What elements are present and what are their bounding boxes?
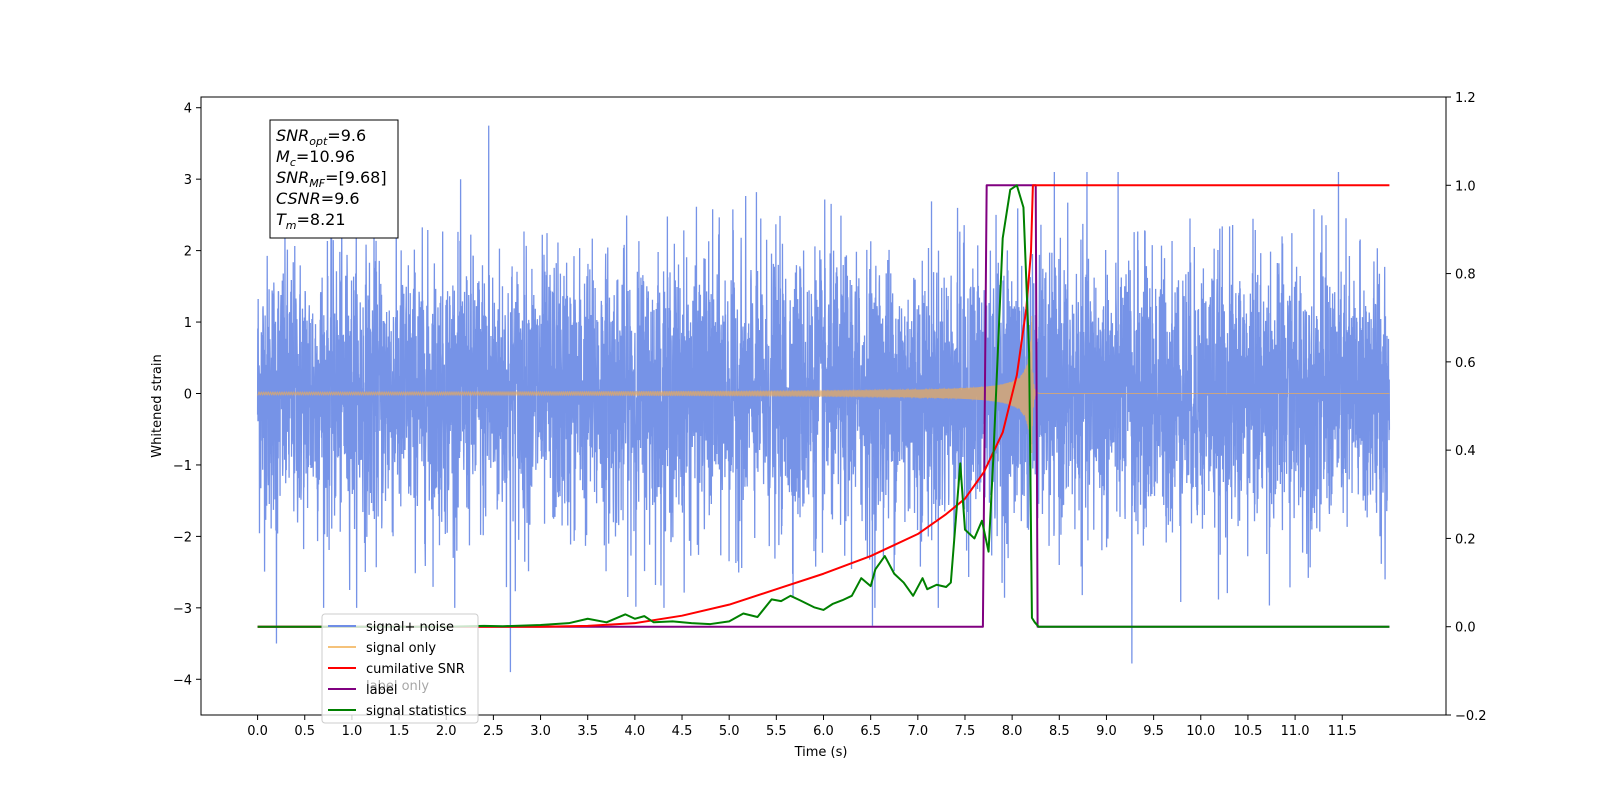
x-tick-label: 9.5 (1143, 724, 1164, 739)
y-right-tick-label: 0.4 (1455, 444, 1476, 459)
info-value: =[9.68] (325, 168, 387, 187)
info-value: =9.6 (321, 189, 360, 208)
y-axis-label: Whitened strain (150, 354, 165, 457)
info-box-frame (269, 119, 399, 239)
x-tick-label: 10.5 (1233, 724, 1262, 739)
y-left-tick-label: 3 (184, 173, 192, 188)
x-axis: 0.0 0.5 1.0 1.5 2.0 2.5 3.0 3.5 4.0 4.5 5.0 5.5 6.0 6… (247, 715, 1357, 739)
x-tick-label: 2.0 (436, 724, 457, 739)
y-right-tick-label: 1.0 (1455, 179, 1476, 194)
x-tick-label: 7.0 (907, 724, 928, 739)
series-layer (256, 125, 1391, 673)
y-axis-right: 1.2 1.0 0.8 0.6 0.4 0.2 0.0 −0.2 (1446, 91, 1487, 724)
legend-label: cumilative SNR (366, 662, 465, 677)
x-tick-label: 4.5 (672, 724, 693, 739)
info-value: =8.21 (297, 210, 346, 229)
legend-hidden-label: label only (366, 679, 429, 694)
legend-label: signal statistics (366, 704, 467, 719)
x-tick-label: 7.5 (955, 724, 976, 739)
x-tick-label: 0.5 (294, 724, 315, 739)
series-signal-statistics (257, 184, 1390, 628)
y-left-tick-label: 4 (184, 102, 192, 117)
x-tick-label: 6.0 (813, 724, 834, 739)
y-right-tick-label: 0.2 (1455, 532, 1476, 547)
plot-area (256, 125, 1391, 673)
series-signal-noise (256, 125, 1391, 673)
series-cumulative-snr (257, 184, 1390, 628)
info-line: SNRMF=[9.68] (276, 168, 387, 190)
info-symbol: SNR (276, 168, 309, 187)
info-subscript: m (286, 219, 297, 232)
info-line: CSNR=9.6 (276, 189, 360, 208)
info-symbol: M (276, 147, 290, 166)
y-right-tick-label: −0.2 (1455, 709, 1487, 724)
info-symbol: CSNR (276, 189, 321, 208)
x-tick-label: 2.5 (483, 724, 504, 739)
legend: label only signal+ noise signal only cumila… (321, 613, 479, 724)
legend-label: label (366, 683, 397, 698)
info-symbol: SNR (276, 126, 309, 145)
x-tick-label: 5.0 (719, 724, 740, 739)
y-left-tick-label: −2 (173, 530, 192, 545)
x-tick-label: 0.0 (247, 724, 268, 739)
info-symbol: T (276, 210, 287, 229)
x-tick-label: 11.5 (1328, 724, 1357, 739)
info-box: SNRopt=9.6Mc=10.96SNRMF=[9.68]CSNR=9.6Tm… (269, 119, 399, 239)
x-tick-label: 3.0 (530, 724, 551, 739)
info-value: =10.96 (296, 147, 355, 166)
legend-frame (321, 613, 479, 724)
info-line: Mc=10.96 (276, 147, 355, 169)
x-tick-label: 4.0 (625, 724, 646, 739)
legend-label: signal+ noise (366, 620, 454, 635)
series-signal-only (257, 316, 1390, 453)
info-line: Tm=8.21 (276, 210, 346, 232)
y-right-tick-label: 0.0 (1455, 621, 1476, 636)
legend-label: signal only (366, 641, 436, 656)
y-axis-left: 4 3 2 1 0 −1 −2 −3 −4 (173, 102, 201, 688)
x-tick-label: 8.0 (1002, 724, 1023, 739)
y-left-tick-label: 2 (184, 245, 192, 260)
info-subscript: MF (309, 177, 325, 190)
x-tick-label: 6.5 (860, 724, 881, 739)
info-value: =9.6 (327, 126, 366, 145)
x-tick-label: 8.5 (1049, 724, 1070, 739)
info-subscript: opt (309, 135, 328, 148)
x-tick-label: 1.5 (389, 724, 410, 739)
y-right-tick-label: 0.8 (1455, 268, 1476, 283)
y-right-tick-label: 0.6 (1455, 356, 1476, 371)
x-tick-label: 9.0 (1096, 724, 1117, 739)
y-right-tick-label: 1.2 (1455, 91, 1476, 106)
info-line: SNRopt=9.6 (276, 126, 366, 148)
x-tick-label: 5.5 (766, 724, 787, 739)
y-left-tick-label: 0 (184, 387, 192, 402)
y-left-tick-label: −4 (173, 673, 192, 688)
x-tick-label: 3.5 (577, 724, 598, 739)
x-tick-label: 1.0 (342, 724, 363, 739)
x-tick-label: 10.0 (1186, 724, 1215, 739)
y-left-tick-label: −1 (173, 459, 192, 474)
x-tick-label: 11.0 (1281, 724, 1310, 739)
y-left-tick-label: 1 (184, 316, 192, 331)
x-axis-label: Time (s) (794, 745, 848, 760)
y-left-tick-label: −3 (173, 602, 192, 617)
info-subscript: c (290, 156, 296, 169)
